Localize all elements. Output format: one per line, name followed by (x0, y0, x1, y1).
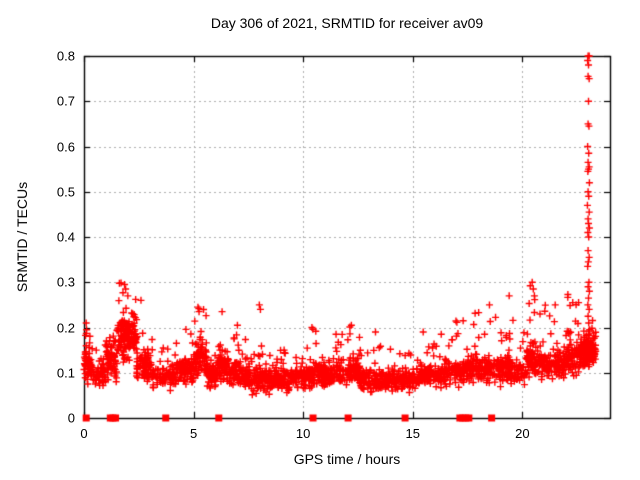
x-tick-label: 20 (515, 426, 530, 441)
y-tick-label: 0.7 (56, 93, 75, 109)
x-tick-label: 0 (80, 426, 88, 441)
y-tick-label: 0.8 (56, 48, 75, 64)
y-tick-label: 0.1 (56, 365, 75, 381)
y-tick-label: 0.5 (56, 184, 75, 200)
y-tick-label: 0.2 (56, 320, 75, 335)
x-tick-label: 10 (295, 426, 311, 441)
y-tick-label: 0 (67, 410, 75, 426)
y-tick-label: 0.6 (56, 139, 75, 154)
y-axis-label: SRMTID / TECUs (14, 181, 30, 293)
x-tick-label: 15 (405, 426, 420, 441)
x-axis-label: GPS time / hours (293, 451, 401, 467)
y-tick-label: 0.4 (56, 229, 75, 245)
chart-title: Day 306 of 2021, SRMTID for receiver av0… (210, 15, 484, 31)
x-tick-label: 5 (189, 426, 198, 441)
y-tick-label: 0.3 (56, 274, 75, 290)
